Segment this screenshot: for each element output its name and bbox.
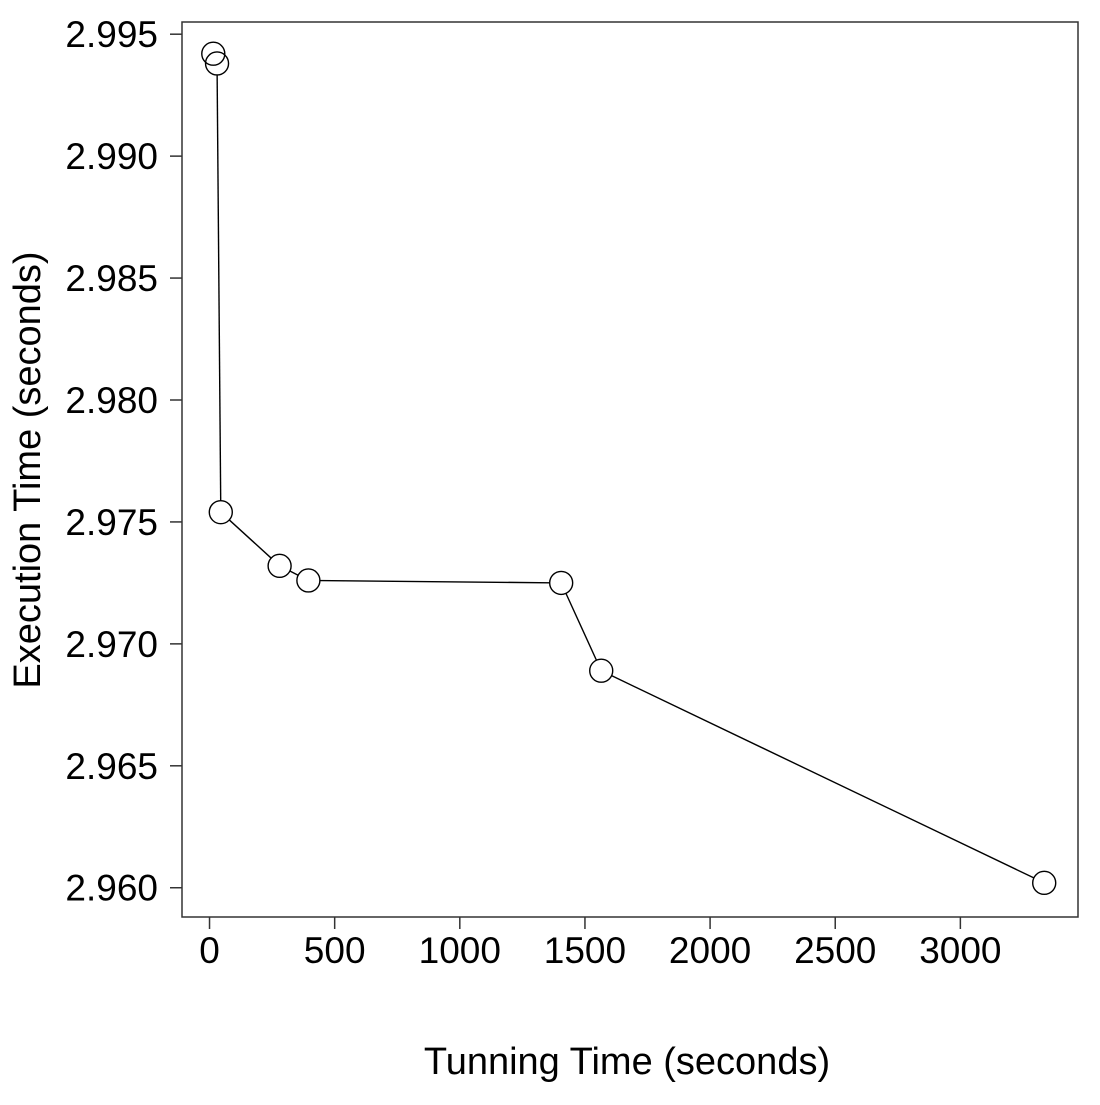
series-layer [201, 41, 1057, 896]
series-line-segment [319, 579, 550, 584]
y-tick-label: 2.970 [65, 624, 158, 665]
data-point-marker [204, 51, 230, 76]
x-tick-label: 3000 [919, 930, 1001, 971]
x-tick-label: 0 [199, 930, 220, 971]
y-tick-label: 2.965 [65, 746, 158, 787]
series-line-segment [565, 593, 598, 661]
series-line-segment [228, 519, 272, 559]
y-axis-title: Execution Time (seconds) [7, 251, 49, 688]
x-tick-label: 1500 [544, 930, 626, 971]
series-line-segment [289, 570, 299, 576]
y-tick-label: 2.980 [65, 380, 158, 421]
x-tick-label: 2000 [669, 930, 751, 971]
y-tick-label: 2.985 [65, 258, 158, 299]
y-tick-label: 2.960 [65, 868, 158, 909]
x-tick-label: 1000 [419, 930, 501, 971]
data-point-marker [296, 568, 321, 593]
data-point-marker [267, 553, 292, 579]
x-tick-label: 2500 [794, 930, 876, 971]
data-point-marker [1032, 870, 1057, 896]
y-tick-label: 2.990 [65, 136, 158, 177]
series-line-segment [611, 675, 1035, 879]
data-point-marker [201, 41, 226, 66]
series-line-segment [216, 74, 222, 501]
data-point-marker [589, 658, 614, 683]
x-axis-title: Tunning Time (seconds) [424, 1041, 830, 1083]
data-point-marker [548, 570, 574, 596]
y-tick-label: 2.975 [65, 502, 158, 543]
plot-frame [181, 21, 1079, 918]
x-tick-label: 500 [304, 930, 366, 971]
data-point-marker [208, 499, 233, 525]
y-axis: 2.960 2.965 2.970 2.975 2.980 2.985 2.990 2.995 [65, 14, 182, 909]
x-axis: 0 500 1000 1500 2000 2500 3000 [199, 917, 1002, 971]
y-tick-label: 2.995 [65, 14, 158, 55]
